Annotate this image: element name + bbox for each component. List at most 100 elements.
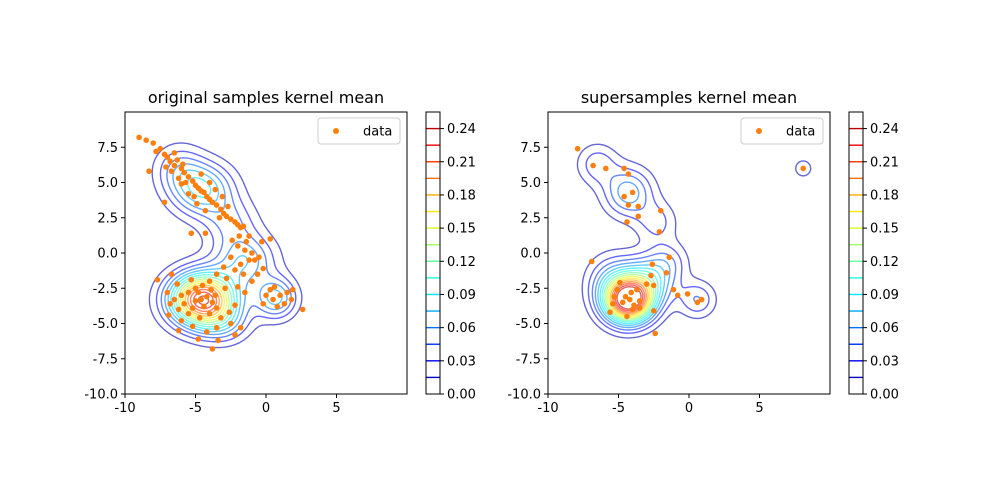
y-tick-label: -7.5: [516, 352, 541, 367]
data-point: [611, 293, 618, 300]
data-point: [171, 162, 178, 169]
data-point: [663, 269, 670, 276]
data-point: [185, 190, 192, 197]
data-point: [658, 207, 664, 214]
x-tick-label: -10: [537, 401, 558, 416]
data-point: [191, 193, 197, 200]
data-point: [189, 323, 196, 330]
data-point: [232, 267, 238, 273]
legend-label: data: [363, 125, 392, 140]
data-point: [212, 292, 219, 299]
data-point: [256, 254, 262, 261]
data-point: [185, 289, 192, 296]
colorbar-tick-label: 0.12: [447, 255, 476, 270]
data-point: [281, 300, 288, 307]
data-point: [619, 299, 626, 306]
y-tick-label: 5.0: [520, 176, 541, 191]
data-point: [243, 238, 250, 245]
data-point: [628, 289, 634, 296]
data-point: [236, 233, 243, 239]
data-point: [163, 164, 169, 170]
data-point: [242, 289, 248, 296]
colorbar-tick-label: 0.03: [870, 354, 899, 369]
legend-marker: [756, 128, 762, 134]
colorbar-tick-label: 0.15: [870, 222, 899, 237]
data-point: [614, 286, 620, 293]
colorbar: 0.00 0.03 0.06 0.09 0.12 0.15 0.18 0.21 0.24: [848, 111, 899, 403]
colorbar-tick-label: 0.06: [447, 321, 476, 336]
legend-label: data: [786, 125, 815, 140]
data-point: [188, 276, 195, 283]
contour-level: [597, 264, 666, 327]
data-point: [643, 281, 650, 287]
legend-box: [317, 117, 401, 145]
data-point: [213, 202, 220, 208]
legend-box: [740, 117, 824, 145]
data-point: [232, 302, 238, 308]
data-point: [185, 174, 192, 180]
data-point: [146, 168, 152, 175]
data-point: [181, 169, 188, 176]
data-point: [213, 324, 220, 331]
data-point: [229, 237, 235, 244]
data-point: [216, 214, 223, 221]
data-point: [590, 162, 596, 169]
data-point: [649, 261, 656, 268]
y-tick-label: -10.0: [84, 388, 118, 403]
data-point: [674, 292, 681, 299]
data-point: [143, 137, 149, 143]
data-point: [656, 229, 663, 235]
data-point: [800, 165, 807, 172]
data-point: [624, 219, 630, 225]
data-point: [666, 254, 673, 261]
x-tick-label: 5: [755, 401, 763, 416]
data-point: [175, 175, 182, 182]
y-tick-label: -7.5: [93, 352, 118, 367]
contour-level: [594, 181, 671, 329]
data-point: [189, 305, 196, 311]
contour-level: [148, 142, 303, 349]
data-point: [178, 165, 185, 172]
y-tick-label: -5.0: [93, 317, 118, 332]
y-tick-label: -2.5: [93, 282, 118, 297]
data-points: [574, 145, 807, 337]
data-point: [188, 230, 195, 237]
data-point: [199, 282, 206, 289]
data-point: [607, 309, 613, 316]
data-point: [202, 230, 209, 237]
data-point: [189, 178, 196, 184]
density-contours: [576, 143, 812, 339]
data-point: [171, 296, 178, 303]
data-point: [168, 168, 175, 175]
data-point: [625, 171, 632, 177]
data-point: [650, 282, 657, 289]
data-point: [182, 179, 189, 186]
y-axis: -10.0 -7.5 -5.0 -2.5 0.0 2.5 5.0 7.5: [507, 141, 548, 403]
x-tick-label: 0: [685, 401, 693, 416]
data-point: [242, 247, 248, 253]
data-point: [195, 289, 202, 296]
data-point: [167, 158, 173, 165]
data-point: [235, 284, 241, 290]
data-point: [694, 299, 701, 306]
data-point: [218, 206, 224, 213]
data-point: [206, 310, 213, 317]
data-point: [636, 305, 643, 311]
data-point: [652, 330, 658, 337]
data-point: [223, 213, 230, 220]
colorbar-tick-label: 0.06: [870, 321, 899, 336]
data-point: [625, 202, 632, 208]
data-point: [617, 279, 623, 286]
data-point: [684, 291, 691, 297]
y-tick-label: -2.5: [516, 282, 541, 297]
data-point: [648, 272, 654, 279]
x-axis: -10 -5 0 5: [537, 394, 764, 416]
colorbar-frame: [848, 111, 864, 395]
data-point: [277, 292, 283, 299]
data-point: [624, 313, 630, 320]
data-point: [260, 300, 266, 307]
data-point: [258, 238, 265, 245]
data-point: [227, 254, 234, 261]
data-point: [164, 154, 171, 160]
